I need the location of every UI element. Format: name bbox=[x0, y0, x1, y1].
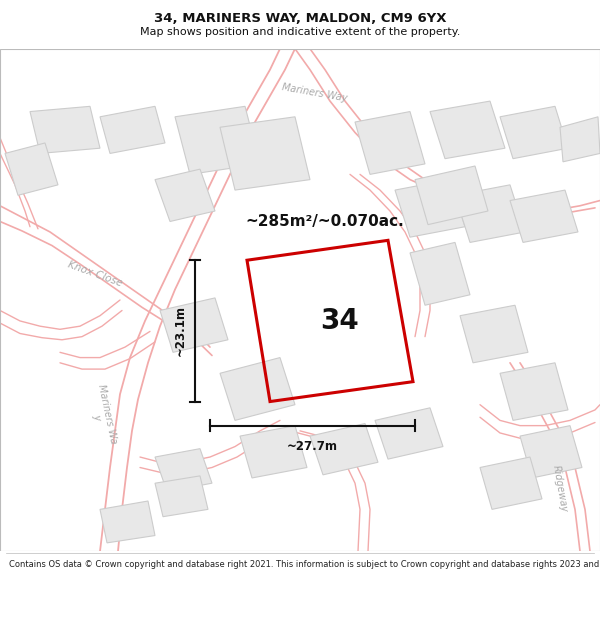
Polygon shape bbox=[100, 106, 165, 153]
Polygon shape bbox=[500, 362, 568, 421]
Polygon shape bbox=[375, 408, 443, 459]
Text: Contains OS data © Crown copyright and database right 2021. This information is : Contains OS data © Crown copyright and d… bbox=[9, 560, 600, 569]
Polygon shape bbox=[155, 449, 212, 492]
Polygon shape bbox=[155, 169, 215, 221]
Polygon shape bbox=[220, 357, 295, 421]
Text: ~27.7m: ~27.7m bbox=[287, 440, 338, 453]
Polygon shape bbox=[155, 476, 208, 517]
Text: 34, MARINERS WAY, MALDON, CM9 6YX: 34, MARINERS WAY, MALDON, CM9 6YX bbox=[154, 12, 446, 25]
Polygon shape bbox=[520, 426, 582, 478]
Text: ~285m²/~0.070ac.: ~285m²/~0.070ac. bbox=[245, 214, 404, 229]
Text: Map shows position and indicative extent of the property.: Map shows position and indicative extent… bbox=[140, 26, 460, 36]
Polygon shape bbox=[175, 106, 260, 174]
Polygon shape bbox=[430, 101, 505, 159]
Text: Knox Close: Knox Close bbox=[67, 259, 124, 288]
Polygon shape bbox=[510, 190, 578, 242]
Polygon shape bbox=[395, 179, 465, 237]
Text: Mariners Way: Mariners Way bbox=[281, 82, 349, 103]
Polygon shape bbox=[355, 111, 425, 174]
Polygon shape bbox=[160, 298, 228, 352]
Polygon shape bbox=[415, 166, 488, 224]
Polygon shape bbox=[480, 457, 542, 509]
Polygon shape bbox=[100, 501, 155, 543]
Polygon shape bbox=[220, 117, 310, 190]
Text: 34: 34 bbox=[320, 307, 359, 335]
Polygon shape bbox=[500, 106, 568, 159]
Text: Mariners Wa
y: Mariners Wa y bbox=[85, 383, 119, 447]
Polygon shape bbox=[460, 305, 528, 362]
Text: Ridgeway: Ridgeway bbox=[551, 464, 569, 513]
Polygon shape bbox=[5, 143, 58, 195]
Polygon shape bbox=[310, 424, 378, 475]
Polygon shape bbox=[455, 185, 525, 242]
Text: ~23.1m: ~23.1m bbox=[174, 306, 187, 356]
Polygon shape bbox=[560, 117, 600, 162]
Polygon shape bbox=[410, 242, 470, 305]
Polygon shape bbox=[240, 426, 307, 478]
Polygon shape bbox=[30, 106, 100, 153]
